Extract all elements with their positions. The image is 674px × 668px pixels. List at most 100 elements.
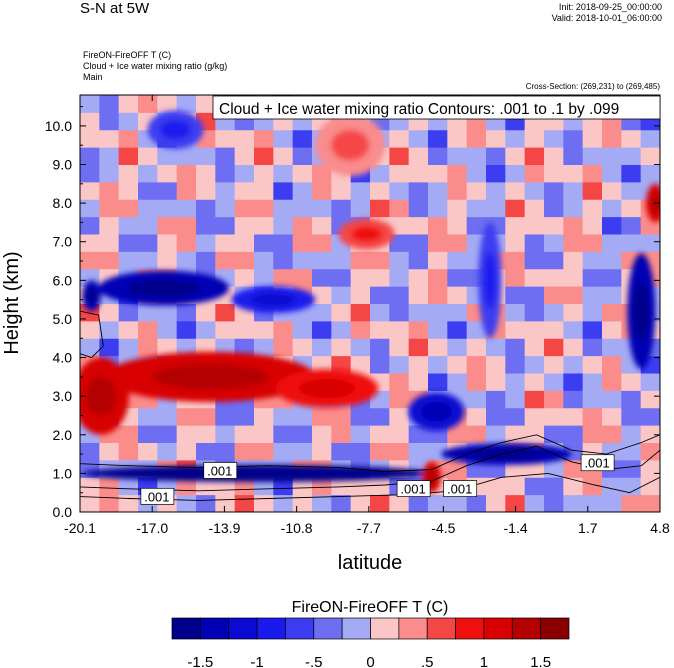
contour-label: .001 <box>584 456 609 471</box>
background-cell <box>524 164 545 183</box>
background-cell <box>582 268 603 287</box>
background-cell <box>118 216 139 235</box>
background-cell <box>138 181 158 200</box>
background-cell <box>466 355 487 374</box>
background-cell <box>563 199 584 218</box>
background-cell <box>254 164 274 183</box>
background-cell <box>621 129 642 148</box>
right-blue-mid-core <box>483 251 497 310</box>
contour-line <box>80 310 104 359</box>
x-tick-label: -10.8 <box>281 520 313 536</box>
colorbar-tick-label: -.5 <box>305 654 323 668</box>
background-cell <box>428 286 448 304</box>
background-cell <box>582 407 603 426</box>
background-cell <box>582 286 603 304</box>
background-cell <box>254 216 274 235</box>
background-cell <box>138 251 158 270</box>
contour-label-box <box>443 480 478 497</box>
background-cell <box>563 303 584 322</box>
background-cell <box>428 355 448 374</box>
background-cell <box>389 268 410 287</box>
background-cell <box>447 251 468 270</box>
background-cell <box>196 181 216 200</box>
background-cell <box>428 164 448 183</box>
background-cell <box>544 268 564 287</box>
background-cell <box>99 112 120 131</box>
background-cell <box>563 129 584 148</box>
colorbar-tick-label: 1.5 <box>530 654 551 668</box>
background-cell <box>176 442 197 461</box>
background-cell <box>447 147 468 165</box>
contour-label-box <box>140 487 175 505</box>
background-cell <box>138 407 158 426</box>
background-cell <box>447 303 468 322</box>
mid-red-layer-core <box>152 364 269 390</box>
background-cell <box>428 216 448 235</box>
background-cell <box>563 390 584 409</box>
background-cell <box>99 95 120 113</box>
background-cell <box>118 164 139 183</box>
background-cell <box>524 407 545 426</box>
background-cell <box>408 303 429 322</box>
background-cell <box>466 164 487 183</box>
background-cell <box>292 268 313 287</box>
background-cell <box>292 425 313 443</box>
background-cell <box>99 234 120 252</box>
contour-label: .001 <box>447 482 472 497</box>
background-cell <box>428 234 448 252</box>
axis-ticks: -20.1 -17.0 -13.9 -10.8 -7.7 -4.5 -1.4 1.7 4.8 0.… <box>45 95 670 536</box>
background-cell <box>602 129 622 148</box>
background-cell <box>466 373 487 391</box>
background-cell <box>408 286 429 304</box>
background-cell <box>486 164 506 183</box>
background-cell <box>505 407 526 426</box>
background-cell <box>621 164 642 183</box>
background-cell <box>544 494 564 512</box>
background-cell <box>350 355 371 374</box>
background-cell <box>176 303 197 322</box>
background-cell <box>505 338 526 357</box>
background-cell <box>157 251 178 270</box>
background-cell <box>234 442 255 461</box>
background-cell <box>118 425 139 443</box>
background-cell <box>331 268 352 287</box>
background-cell <box>138 164 158 183</box>
background-cell <box>621 390 642 409</box>
background-cell <box>350 425 371 443</box>
background-cell <box>486 181 506 200</box>
background-cell <box>389 442 410 461</box>
background-cell <box>312 181 332 200</box>
background-cell <box>292 407 313 426</box>
background-cell <box>447 216 468 235</box>
background-cell <box>273 147 294 165</box>
background-cell <box>215 129 236 148</box>
upper-blue-2-core <box>250 292 297 307</box>
background-cell <box>524 251 545 270</box>
background-cell <box>408 373 429 391</box>
colorbar-swatch <box>228 617 258 640</box>
background-cell <box>80 338 100 357</box>
x-tick-label: -17.0 <box>136 520 168 536</box>
background-cell <box>428 129 448 148</box>
background-cell <box>292 338 313 357</box>
background-cell <box>331 494 352 512</box>
background-cell <box>563 373 584 391</box>
background-cell <box>408 425 429 443</box>
background-cell <box>466 199 487 218</box>
background-cell <box>254 320 274 339</box>
background-cell <box>524 390 545 409</box>
background-cell <box>118 95 139 113</box>
background-cell <box>582 303 603 322</box>
background-cell <box>389 320 410 339</box>
background-cell <box>138 425 158 443</box>
background-cell <box>234 181 255 200</box>
field-description-1: FireON-FireOFF T (C) <box>83 50 172 60</box>
background-cell <box>582 147 603 165</box>
background-cell <box>254 425 274 443</box>
background-cell <box>640 164 660 183</box>
background-cell <box>350 338 371 357</box>
background-cell <box>80 494 100 512</box>
background-cell <box>621 181 642 200</box>
background-cell <box>389 129 410 148</box>
background-cell <box>544 181 564 200</box>
